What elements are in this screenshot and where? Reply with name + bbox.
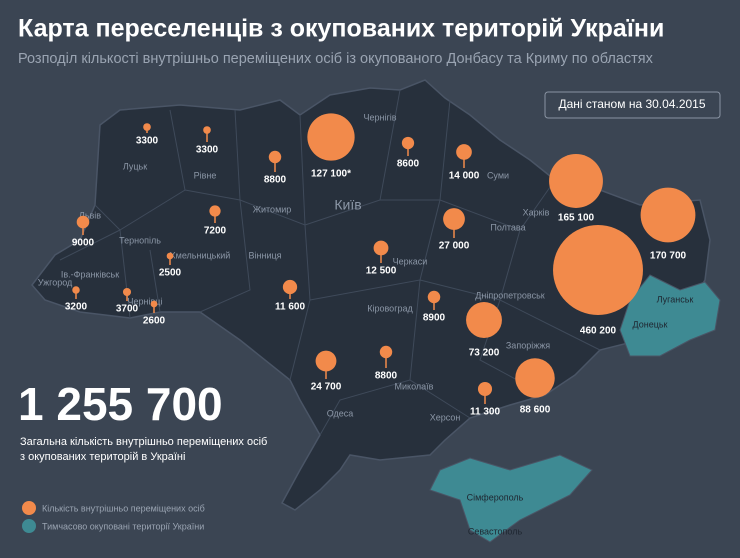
legend-swatch [22,519,36,533]
bubble-label: 170 700 [650,251,687,262]
legend-swatch [22,501,36,515]
city-label: Севастополь [468,526,523,536]
city-label: Ужгород [38,277,73,287]
bubble [549,154,603,208]
bubble-label: 8900 [423,313,446,324]
city-label: Суми [487,170,509,180]
title: Карта переселенців з окупованих територі… [18,15,664,43]
bubble-label: 7200 [204,226,227,237]
bubble-label: 11 600 [275,302,305,313]
bubble-label: 127 100* [311,169,351,180]
total-caption: Загальна кількість внутрішньо переміщени… [20,436,267,448]
total: 1 255 700 [18,378,223,430]
bubble-label: 3300 [196,145,219,156]
city-label: Тернопіль [119,235,161,245]
bubble [307,113,355,161]
bubble [315,350,337,372]
bubble [477,381,493,397]
city-label: Хмельницький [170,250,231,260]
bubble [466,302,502,338]
date-box [544,91,721,119]
legend-label: Тимчасово окуповані території України [42,521,204,531]
bubble [166,252,174,260]
bubble-label: 3700 [116,304,139,315]
bubble [379,345,393,359]
bubble-label: 8800 [264,175,287,186]
city-label: Одеса [327,408,354,418]
total-caption: з окупованих територій в Україні [20,451,185,463]
bubble [282,279,298,295]
city-label: Херсон [430,412,461,422]
occupied-east [619,274,721,357]
bubble [456,144,472,160]
city-label: Харків [523,207,550,217]
bubble [203,126,211,134]
bubble-label: 2600 [143,316,166,327]
bubble [401,136,415,150]
city-label: Луцьк [123,161,147,171]
bubble-label: 2500 [159,268,182,279]
city-label: Чернігів [363,112,396,122]
bubble-label: 165 100 [558,213,595,224]
legend-label: Кількість внутрішньо переміщених осіб [42,503,205,513]
bubble [143,123,151,131]
bubble [640,187,696,243]
city-label: Київ [334,197,361,213]
city-label: Запоріжжя [506,340,550,350]
bubble-label: 88 600 [520,405,551,416]
occupied-crimea [429,454,593,543]
subtitle: Розподіл кількості внутрішньо переміщени… [18,51,654,67]
bubble [122,287,132,297]
bubble [553,225,643,315]
bubble-label: 8600 [397,159,420,170]
bubble-label: 12 500 [366,266,397,277]
city-label: Луганськ [657,294,694,304]
city-label: Полтава [490,222,525,232]
bubble [443,208,465,230]
bubble-label: 3200 [65,302,88,313]
city-label: Вінниця [249,250,282,260]
city-label: Миколаїв [395,381,434,391]
bubble [150,300,158,308]
bubble [76,215,90,229]
bubble [373,240,389,256]
bubble-label: 73 200 [469,348,500,359]
city-label: Сімферополь [467,492,524,502]
bubble-label: 11 300 [470,407,500,418]
city-label: Житомир [253,204,292,214]
bubble [268,150,282,164]
city-label: Кіровоград [367,303,413,313]
bubble-label: 8800 [375,371,398,382]
bubble-label: 460 200 [580,326,617,337]
city-label: Рівне [194,170,217,180]
city-label: Черкаси [393,256,428,266]
bubble [515,358,555,398]
bubble-label: 14 000 [449,171,480,182]
bubble-label: 9000 [72,238,95,249]
bubble [209,205,221,217]
bubble-label: 24 700 [311,382,342,393]
city-label: Ів.-Франківськ [61,269,119,279]
bubble-label: 27 000 [439,241,470,252]
bubble [72,286,80,294]
city-label: Дніпропетровськ [475,290,545,300]
city-label: Донецьк [633,319,668,329]
bubble [427,290,441,304]
region-borders [59,89,601,436]
bubble-label: 3300 [136,136,159,147]
city-label: Львів [79,210,101,220]
city-label: Чернівці [128,296,163,306]
date: Дані станом на 30.04.2015 [558,97,705,111]
